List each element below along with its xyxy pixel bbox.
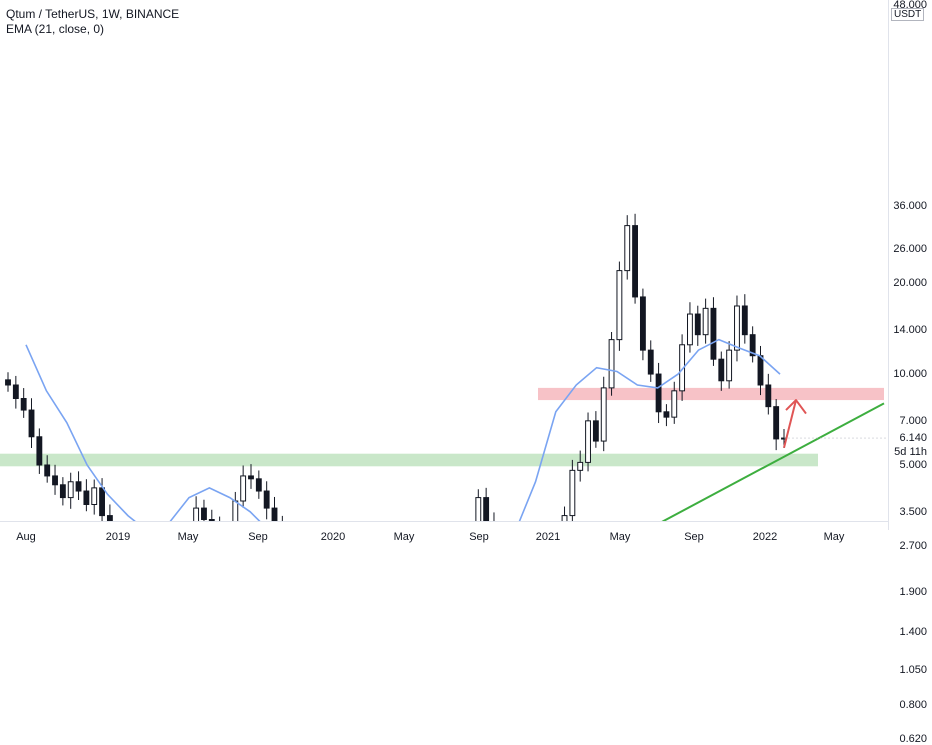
price-tick-label: 7.000: [899, 414, 927, 427]
candle-up: [679, 344, 686, 392]
candle-down: [765, 384, 772, 408]
price-tick-label: 26.000: [893, 242, 927, 255]
candle-down: [28, 409, 35, 438]
chart-legend: Qtum / TetherUS, 1W, BINANCE EMA (21, cl…: [6, 7, 179, 37]
candle-down: [20, 397, 27, 411]
time-tick-label: 2022: [752, 531, 778, 543]
candle-down: [718, 358, 725, 382]
candle-down: [632, 225, 639, 298]
candle-up: [726, 349, 733, 382]
candle-up: [577, 461, 584, 471]
candle-down: [52, 475, 58, 486]
time-tick-label: May: [823, 531, 845, 543]
candle-down: [483, 497, 490, 525]
time-tick-label: Aug: [16, 531, 36, 543]
price-tick-label: 20.000: [893, 277, 927, 290]
price-tick-label: 5d 11h: [894, 446, 927, 459]
price-tick-label: 1.050: [899, 663, 927, 676]
candle-down: [639, 296, 646, 351]
candlestick-chart[interactable]: [0, 0, 932, 550]
candle-down: [663, 411, 670, 418]
candle-up: [608, 339, 615, 389]
candle-down: [773, 406, 780, 440]
price-tick-label: 10.000: [893, 368, 927, 381]
candle-down: [248, 475, 254, 480]
price-tick-label: 14.000: [893, 323, 927, 336]
candle-up: [600, 387, 607, 442]
candle-up: [91, 487, 98, 505]
candle-down: [741, 305, 748, 336]
candle-up: [616, 270, 623, 341]
candle-down: [255, 478, 262, 492]
price-tick-label: 3.500: [899, 505, 927, 518]
candle-down: [757, 355, 764, 386]
candle-down: [647, 349, 654, 375]
price-tick-label: 5.000: [899, 458, 927, 471]
price-tick-label: 0.620: [899, 732, 927, 745]
candle-down: [749, 334, 756, 357]
candle-up: [702, 307, 709, 336]
arrow-head: [785, 399, 807, 415]
price-tick-label: 2.700: [899, 539, 927, 552]
price-tick-label: 48.000: [893, 0, 927, 11]
candle-down: [44, 464, 51, 477]
candle-down: [5, 379, 11, 386]
candle-up: [569, 469, 576, 517]
candle-down: [36, 436, 43, 466]
candle-down: [12, 384, 19, 399]
candle-down: [710, 307, 717, 360]
time-tick-label: Sep: [248, 531, 268, 543]
candle-down: [59, 484, 66, 499]
candle-down: [655, 373, 662, 413]
time-tick-label: May: [177, 531, 199, 543]
arrow-shaft: [783, 399, 797, 449]
resistance-zone: [538, 387, 884, 401]
candle-down: [201, 507, 207, 521]
time-tick-label: May: [609, 531, 631, 543]
candle-down: [83, 490, 90, 505]
candle-down: [694, 313, 701, 336]
time-tick-label: May: [393, 531, 415, 543]
price-tick-label: 1.900: [899, 585, 927, 598]
ema-study-label[interactable]: EMA (21, close, 0): [6, 22, 105, 36]
candle-up: [624, 225, 631, 272]
time-tick-label: Sep: [684, 531, 704, 543]
price-tick-label: 0.800: [899, 699, 927, 712]
time-tick-label: 2019: [105, 531, 131, 543]
trendline: [607, 402, 885, 550]
candle-up: [585, 420, 591, 463]
candle-up: [671, 390, 678, 418]
price-tick-label: 6.140: [899, 432, 927, 445]
candle-up: [687, 313, 693, 346]
candle-up: [240, 475, 247, 502]
time-axis[interactable]: Aug 2019 May Sep 2020 May Sep 2021 May Sep 2022 May: [0, 521, 888, 551]
time-tick-label: Sep: [469, 531, 489, 543]
price-tick-label: 1.400: [899, 626, 927, 638]
candle-down: [75, 481, 82, 492]
candle-down: [263, 490, 270, 509]
price-axis[interactable]: 48.000 36.000 26.000 20.000 14.000 10.000 7.00…: [888, 0, 932, 745]
candle-up: [67, 481, 74, 499]
currency-badge: USDT: [891, 8, 925, 21]
candle-down: [592, 420, 599, 442]
candle-up: [734, 305, 740, 351]
candle-down: [99, 487, 105, 517]
time-tick-label: 2021: [535, 531, 561, 543]
price-tick-label: 36.000: [893, 199, 927, 212]
support-zone: [0, 453, 818, 467]
symbol-title[interactable]: Qtum / TetherUS, 1W, BINANCE: [6, 7, 180, 21]
time-tick-label: 2020: [320, 531, 346, 543]
